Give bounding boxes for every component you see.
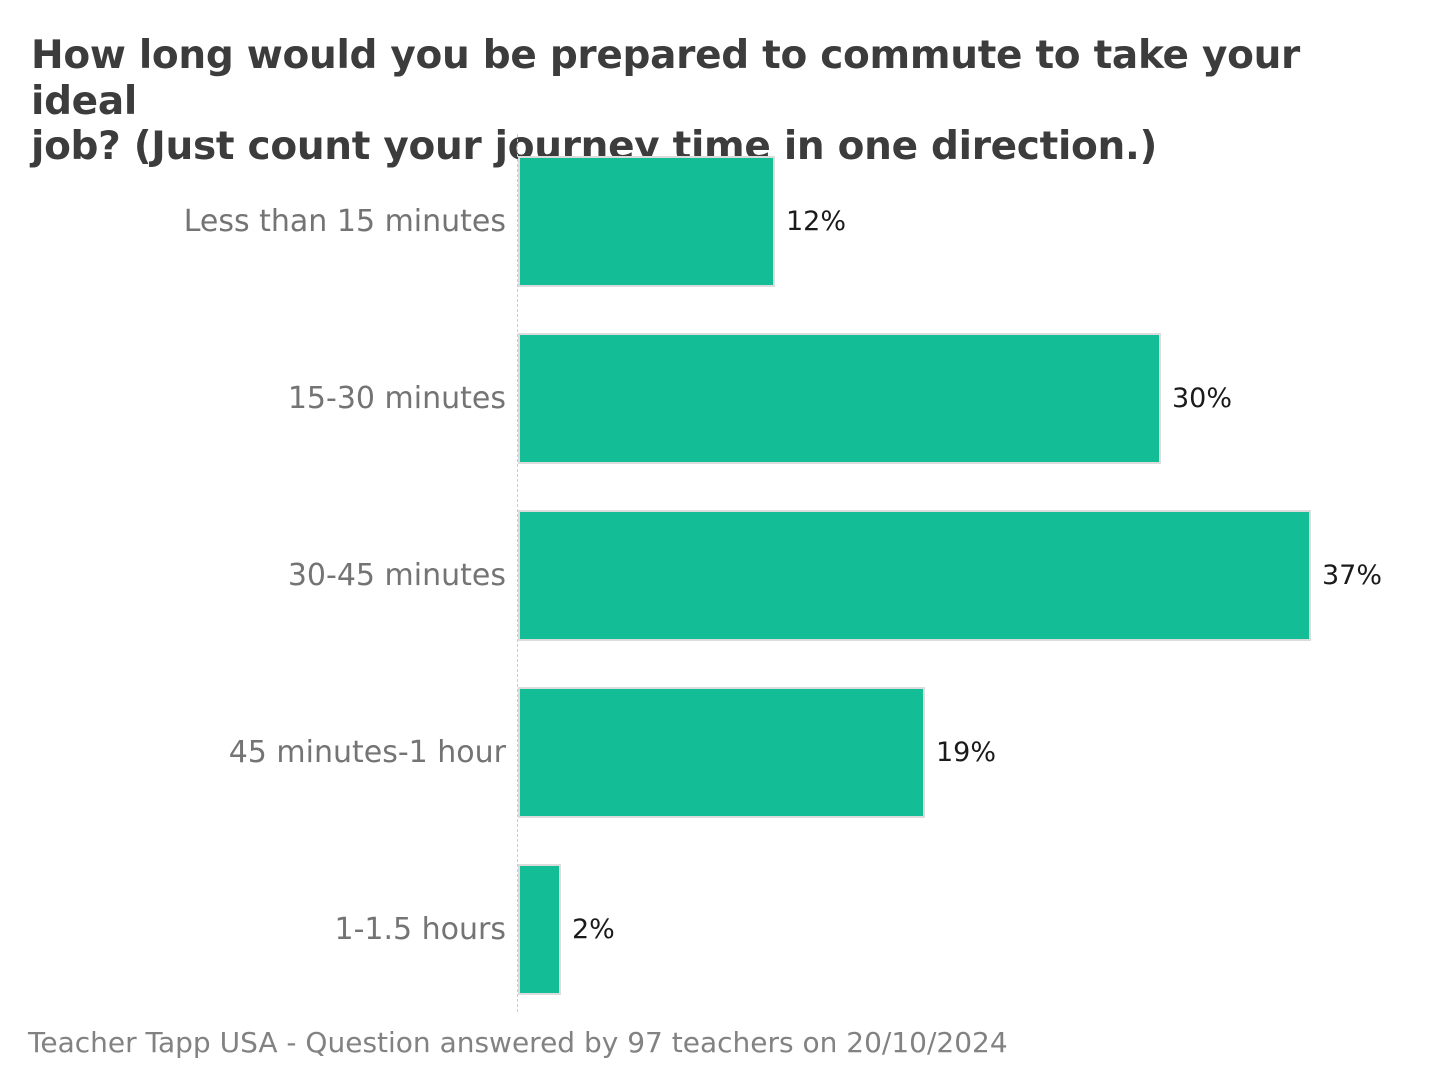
category-label: 15-30 minutes: [287, 381, 506, 416]
bar: [518, 510, 1311, 641]
category-label: 1-1.5 hours: [334, 912, 506, 947]
chart-footer: Teacher Tapp USA - Question answered by …: [28, 1026, 1008, 1059]
bar: [518, 156, 775, 287]
value-label: 37%: [1322, 560, 1383, 591]
bar: [518, 687, 925, 818]
zero-baseline: [517, 134, 518, 1012]
chart-title: How long would you be prepared to commut…: [31, 33, 1300, 170]
bar: [518, 864, 561, 995]
value-label: 19%: [936, 737, 997, 768]
category-label: 45 minutes-1 hour: [228, 735, 506, 770]
value-label: 30%: [1172, 383, 1233, 414]
category-label: 30-45 minutes: [287, 558, 506, 593]
value-label: 12%: [786, 206, 847, 237]
value-label: 2%: [572, 914, 615, 945]
bar: [518, 333, 1161, 464]
category-label: Less than 15 minutes: [183, 204, 506, 239]
